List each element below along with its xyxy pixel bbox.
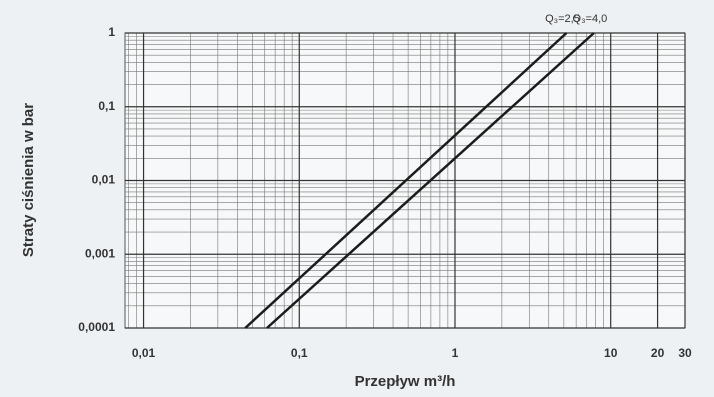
x-tick-label: 20 <box>651 346 665 360</box>
series-line <box>244 32 568 329</box>
x-axis-label: Przepływ m³/h <box>355 373 456 390</box>
y-tick-label: 0,01 <box>92 173 116 187</box>
x-tick-label: 10 <box>604 346 618 360</box>
y-tick-label: 0,1 <box>98 99 115 113</box>
y-tick-label: 1 <box>108 25 115 39</box>
x-tick-label: 30 <box>678 346 692 360</box>
series-label: Q₃=4,0 <box>573 13 608 25</box>
x-tick-label: 0,1 <box>291 346 308 360</box>
x-tick-label: 1 <box>452 346 459 360</box>
y-tick-label: 0,0001 <box>78 320 115 334</box>
series-line <box>266 32 595 329</box>
y-axis-label: Straty ciśnienia w bar <box>20 103 37 257</box>
y-tick-label: 0,001 <box>85 246 115 260</box>
series-label: Q₃=2,5 <box>545 13 580 25</box>
x-tick-label: 0,01 <box>132 346 156 360</box>
